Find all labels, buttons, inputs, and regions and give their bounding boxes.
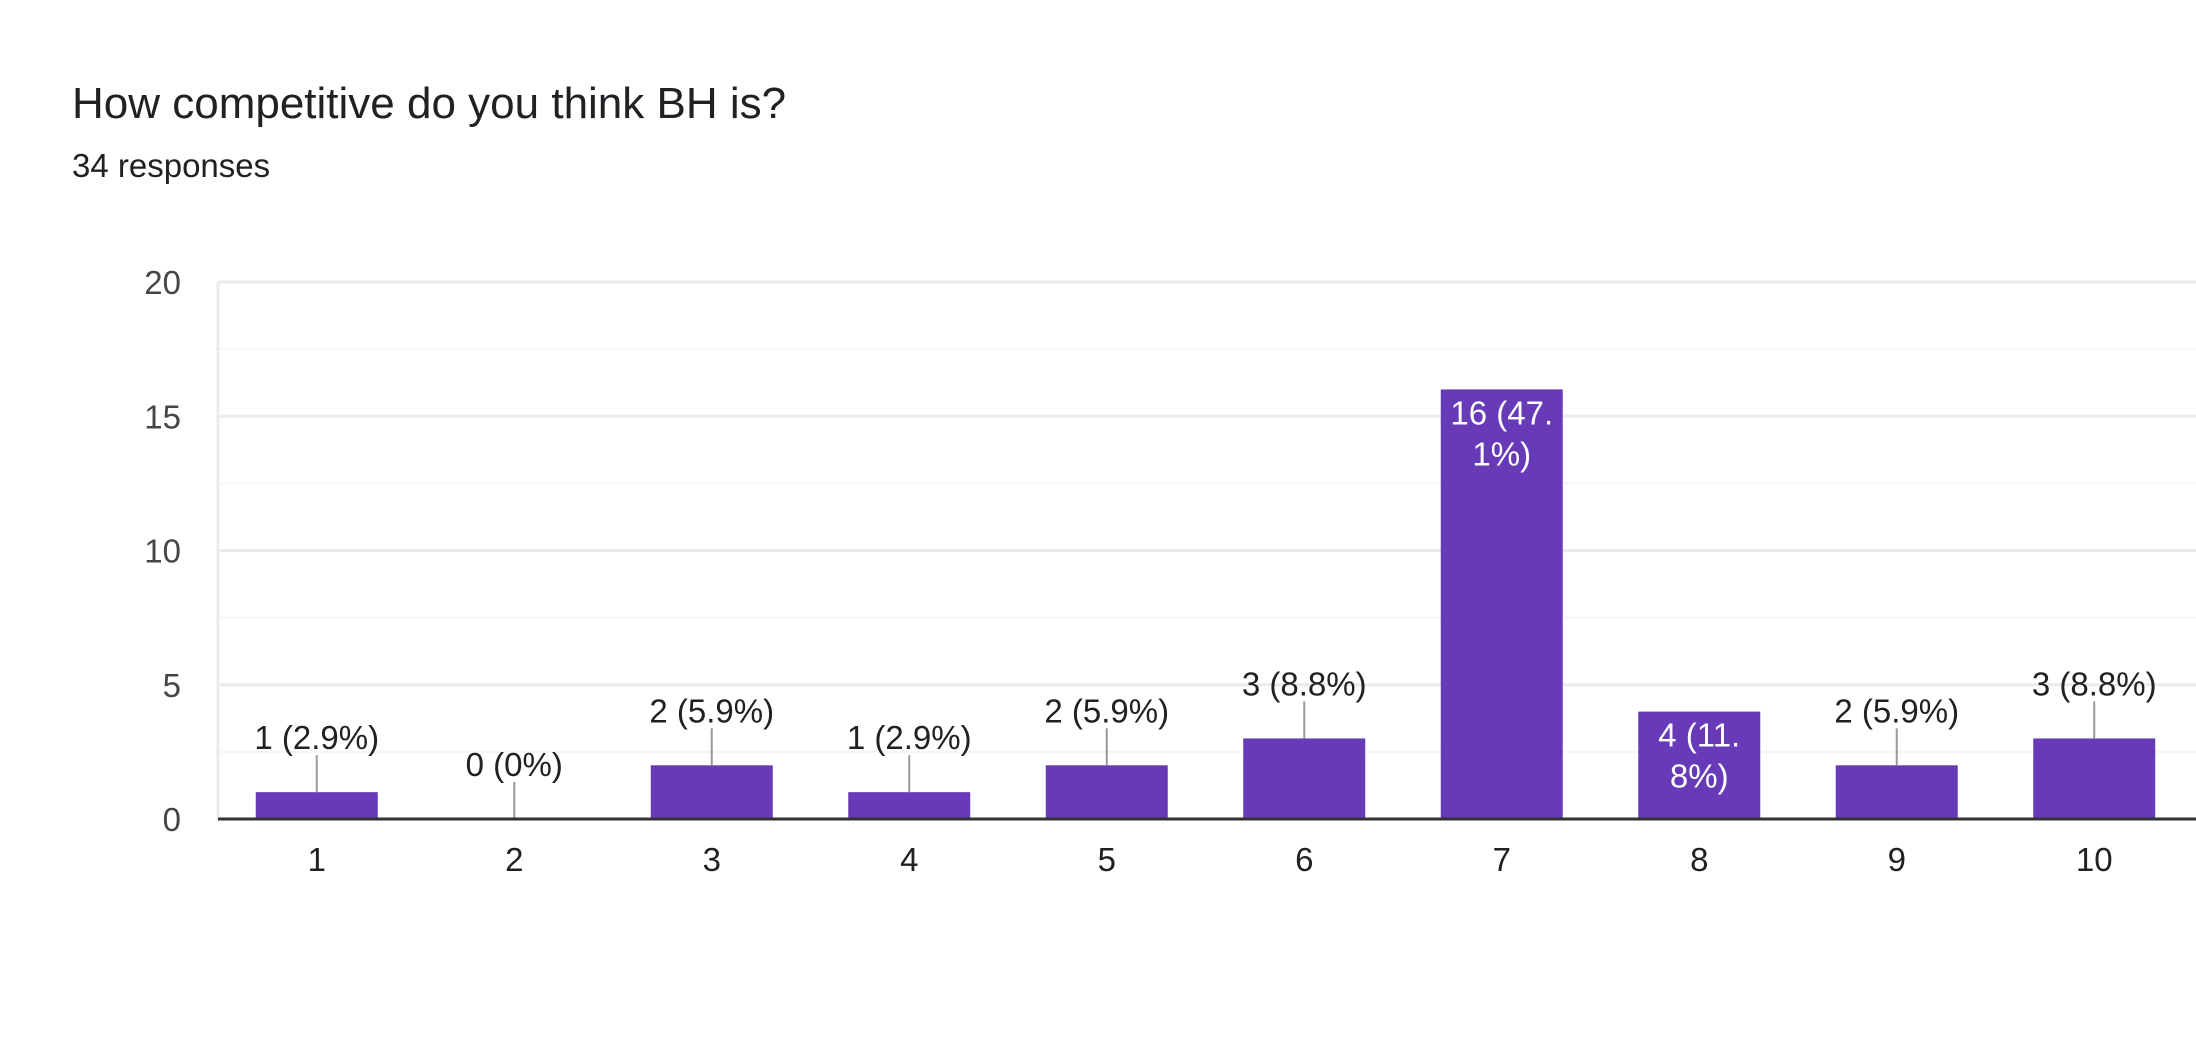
data-label: 3 (8.8%) xyxy=(1242,665,1367,702)
chart-title: How competitive do you think BH is? xyxy=(72,79,787,128)
data-label: 3 (8.8%) xyxy=(2032,665,2157,702)
data-label: 4 (11. xyxy=(1658,717,1740,754)
data-label: 0 (0%) xyxy=(466,746,563,783)
x-tick-label: 6 xyxy=(1295,841,1313,878)
y-tick-label: 10 xyxy=(144,533,181,570)
data-label: 1 (2.9%) xyxy=(847,719,972,756)
x-tick-label: 8 xyxy=(1690,841,1708,878)
bar xyxy=(650,765,773,819)
y-tick-label: 20 xyxy=(144,264,181,301)
bar xyxy=(255,792,378,819)
bar xyxy=(2033,738,2156,819)
x-tick-label: 5 xyxy=(1098,841,1116,878)
bar xyxy=(1243,738,1366,819)
data-label: 16 (47. xyxy=(1450,394,1553,431)
data-label: 2 (5.9%) xyxy=(1834,692,1959,729)
x-tick-label: 4 xyxy=(900,841,918,878)
x-tick-label: 7 xyxy=(1493,841,1511,878)
x-tick-label: 1 xyxy=(308,841,326,878)
data-label: 1%) xyxy=(1472,435,1531,472)
x-tick-label: 10 xyxy=(2076,841,2113,878)
data-label: 8%) xyxy=(1670,758,1729,795)
data-label: 2 (5.9%) xyxy=(649,692,774,729)
bar xyxy=(1638,711,1761,819)
response-count: 34 responses xyxy=(72,147,271,184)
bar xyxy=(1045,765,1168,819)
x-tick-label: 3 xyxy=(703,841,721,878)
data-label: 1 (2.9%) xyxy=(254,719,379,756)
bar xyxy=(1440,389,1563,819)
y-tick-label: 0 xyxy=(163,801,181,838)
x-tick-label: 2 xyxy=(505,841,523,878)
y-tick-label: 5 xyxy=(163,667,181,704)
x-tick-label: 9 xyxy=(1888,841,1906,878)
data-label: 2 (5.9%) xyxy=(1044,692,1169,729)
bar xyxy=(1835,765,1958,819)
y-tick-label: 15 xyxy=(144,398,181,435)
bar xyxy=(848,792,971,819)
